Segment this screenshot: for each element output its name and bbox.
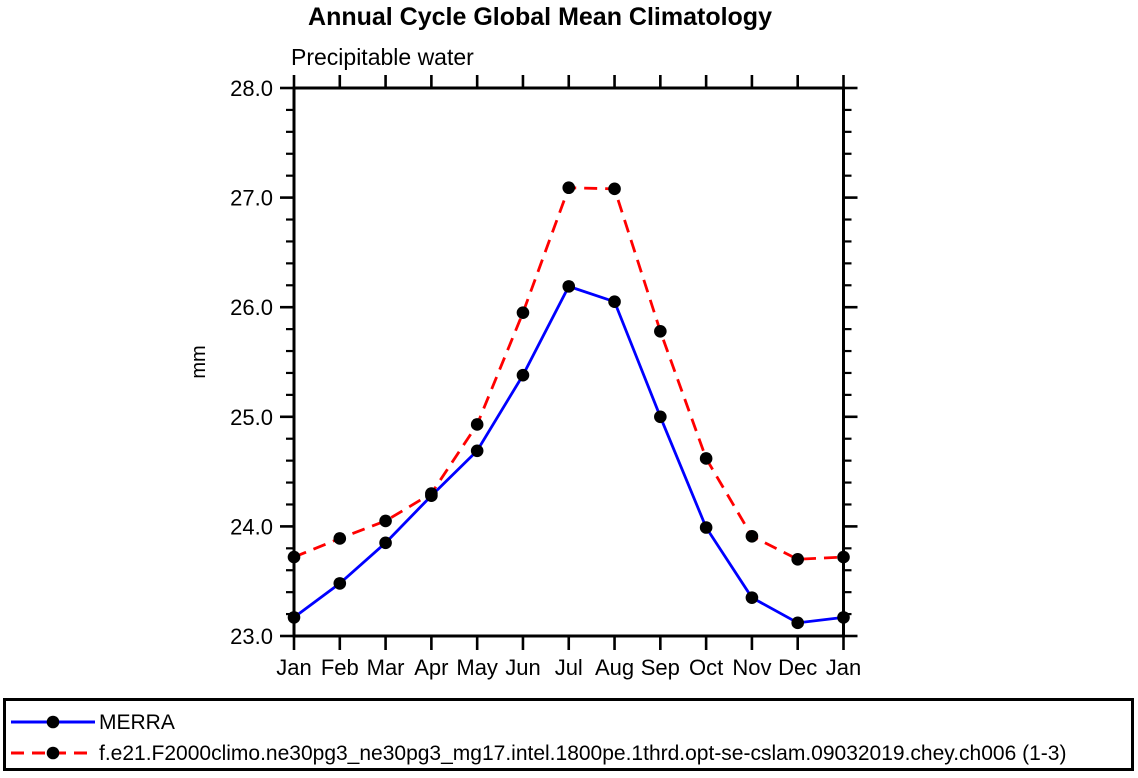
data-point-marker [470,444,484,458]
x-tick-label: Dec [778,655,817,680]
x-tick-label: Nov [732,655,771,680]
y-tick-label: 27.0 [230,186,273,211]
data-point-marker [654,410,667,424]
data-point-marker [608,295,621,309]
x-tick-label: Oct [689,655,723,680]
annual-cycle-line-chart: 23.0 24.0 25.0 26.0 27.0 28.0 Jan Feb Mar Apr May J… [188,75,861,680]
data-point-marker [699,452,713,465]
legend-label-merra: MERRA [99,710,175,734]
series-line-0 [293,284,844,625]
chart-title: Annual Cycle Global Mean Climatology [308,3,772,31]
data-point-marker [470,418,484,431]
x-tick-label: Jan [826,655,861,680]
x-tick-label: Jan [276,655,311,680]
legend-sample-marker [46,746,60,760]
x-tick-label: Jun [505,655,540,680]
series-line-1 [293,186,844,561]
y-axis-label: mm [188,345,210,378]
x-tick-label: Mar [367,655,405,680]
data-point-marker [287,550,301,564]
legend-sample-marker [46,715,60,729]
data-point-marker [837,550,850,564]
data-point-marker [379,514,392,528]
x-tick-label: Sep [641,655,680,680]
legend-entry-merra: MERRA [9,708,175,736]
x-tick-label: May [456,655,498,680]
x-tick-label: Aug [595,655,634,680]
data-point-marker [425,487,438,500]
x-tick-label: Feb [321,655,359,680]
y-tick-label: 23.0 [230,624,273,649]
data-point-marker [745,529,759,543]
data-point-marker [379,536,392,550]
data-point-marker [516,368,530,382]
legend: MERRA f.e21.F2000climo.ne30pg3_ne30pg3_m… [3,698,1134,771]
data-point-marker [745,591,759,604]
y-tick-label: 25.0 [230,405,273,430]
legend-line-sample-merra [11,715,95,729]
data-point-marker [562,280,576,293]
data-point-marker [608,182,621,196]
legend-entry-model-run: f.e21.F2000climo.ne30pg3_ne30pg3_mg17.in… [9,739,1066,767]
data-point-marker [837,611,850,624]
data-point-marker [287,611,301,624]
legend-label-model-run: f.e21.F2000climo.ne30pg3_ne30pg3_mg17.in… [99,741,1067,765]
x-tick-label: Apr [414,655,448,680]
legend-line-sample-model-run [11,746,95,760]
data-point-marker [516,306,530,319]
data-point-marker [333,532,347,545]
plot-frame [292,86,845,638]
y-tick-label: 24.0 [230,514,273,539]
data-point-marker [791,552,805,566]
y-tick-label: 26.0 [230,295,273,320]
data-point-marker [654,325,667,338]
data-point-marker [333,577,347,590]
y-tick-label: 28.0 [230,76,273,101]
data-point-marker [791,616,805,630]
data-point-marker [699,521,713,534]
chart-subtitle: Precipitable water [291,44,474,70]
data-point-marker [562,181,576,195]
x-tick-label: Jul [555,655,583,680]
